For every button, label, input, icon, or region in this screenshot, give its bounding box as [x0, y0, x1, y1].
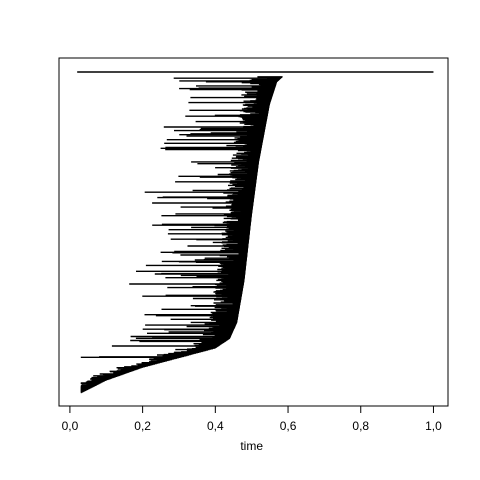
x-tick-label: 0,4 — [207, 419, 224, 433]
x-tick-label: 0,0 — [62, 419, 79, 433]
x-tick-label: 0,2 — [134, 419, 151, 433]
branch-lines — [77, 71, 434, 394]
x-tick-label: 0,6 — [280, 419, 297, 433]
x-tick-label: 0,8 — [352, 419, 369, 433]
x-axis-title: time — [240, 439, 263, 453]
x-tick-label: 1,0 — [425, 419, 442, 433]
x-axis: 0,0 0,2 0,4 0,6 0,8 1,0 — [62, 405, 442, 433]
